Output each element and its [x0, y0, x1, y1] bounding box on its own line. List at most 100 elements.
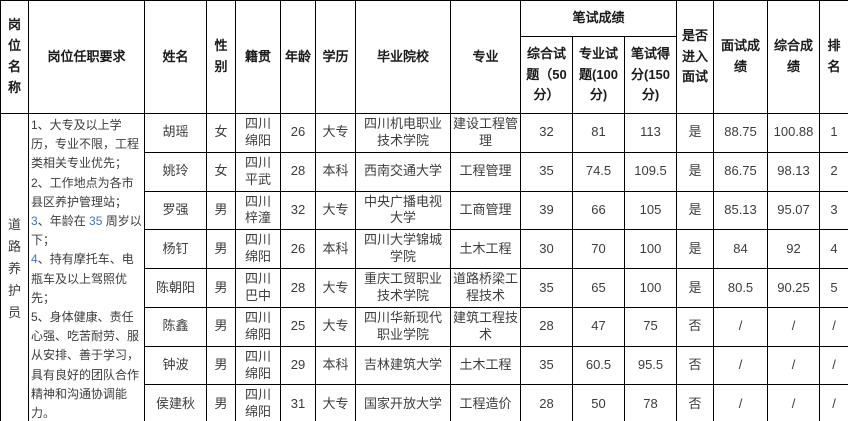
comprehensive-score-cell: 35	[520, 268, 573, 308]
hometown-cell: 四川 绵阳	[235, 306, 281, 347]
header-school: 毕业院校	[355, 0, 451, 114]
requirement-item: 3、年龄在 35 周岁以下；	[31, 214, 142, 248]
table-row: 道路养护员 1、大专及以上学历，专业不限，工程类相关专业优先； 2、工作地点为各市县…	[0, 112, 848, 421]
header-requirements: 岗位任职要求	[28, 0, 145, 114]
table-row: 钟波男四川 绵阳 29 本科 吉林建筑大学 土木工程 35 60.5 95.5 否 / / /	[1, 345, 848, 386]
hometown-line: 四川	[244, 309, 271, 325]
hometown-line: 四川	[244, 154, 271, 170]
hometown-line: 平武	[244, 171, 271, 187]
enter-interview-cell: 是	[676, 229, 715, 270]
age-cell: 26	[280, 229, 316, 270]
hometown-line: 绵阳	[244, 365, 271, 381]
written-score-cell: 113	[623, 113, 678, 153]
requirement-item: 2、工作地点为各市县区养护管理站；	[31, 175, 134, 209]
hometown-line: 绵阳	[244, 132, 271, 148]
rank-cell: 1	[819, 113, 848, 153]
gender-cell: 男	[206, 268, 236, 308]
name-cell: 陈朝阳	[144, 268, 207, 308]
rank-cell: /	[819, 384, 848, 421]
requirement-item: 4、持有摩托车、电瓶车及以上驾照优先；	[31, 252, 134, 305]
hometown-line: 四川	[244, 387, 271, 403]
gender-cell: 男	[206, 229, 236, 270]
school-cell: 西南交通大学	[355, 151, 451, 192]
interview-score-cell: /	[713, 306, 769, 347]
major-cell: 工程管理	[450, 151, 521, 192]
comprehensive-score-cell: 35	[520, 151, 573, 192]
major-cell: 土木工程	[450, 229, 521, 270]
header-enter-interview: 是否进入面试	[676, 0, 715, 114]
table-row: 罗强男四川 梓潼 32 大专 中央广播电视大学 工商管理 39 66 105 是 85.13 95.0…	[1, 190, 848, 231]
hometown-line: 巴中	[244, 288, 271, 304]
hometown-line: 四川	[244, 193, 271, 209]
table-row: 陈朝阳男四川 巴中 28 大专 重庆工贸职业技术学院 道路桥梁工程技术 35 65 100 是 80…	[1, 268, 848, 308]
header-written-group: 笔试成绩	[519, 0, 678, 37]
overall-score-cell: 98.13	[767, 151, 821, 192]
comprehensive-score-cell: 32	[520, 113, 573, 153]
header-education: 学历	[315, 0, 356, 114]
professional-score-cell: 65	[572, 268, 625, 308]
major-cell: 道路桥梁工程技术	[450, 268, 521, 308]
table-row: 姚玲女四川 平武 28 本科 西南交通大学 工程管理 35 74.5 109.5 是 86.75 98…	[1, 151, 848, 192]
enter-interview-cell: 否	[676, 345, 715, 386]
hometown-cell: 四川 平武	[235, 151, 281, 192]
major-cell: 建筑工程技术	[450, 306, 521, 347]
header-row-group: 岗位名称 岗位任职要求 姓名 性别 籍贯 年龄 学历 毕业院校 专业 笔试成绩 …	[0, 0, 848, 114]
interview-score-cell: /	[713, 384, 769, 421]
name-cell: 胡瑶	[144, 113, 207, 153]
hometown-line: 绵阳	[244, 404, 271, 420]
school-cell: 四川华新现代职业学院	[355, 306, 451, 347]
hometown-line: 四川	[244, 348, 271, 364]
school-cell: 四川机电职业技术学院	[355, 113, 451, 153]
professional-score-cell: 47	[572, 306, 625, 347]
school-cell: 国家开放大学	[355, 384, 451, 421]
overall-score-cell: 92	[767, 229, 821, 270]
rank-cell: /	[819, 345, 848, 386]
major-cell: 建设工程管理	[450, 113, 521, 153]
enter-interview-cell: 否	[676, 384, 715, 421]
header-gender: 性别	[206, 0, 236, 114]
gender-cell: 女	[206, 113, 236, 153]
overall-score-cell: 95.07	[767, 190, 821, 231]
enter-interview-cell: 是	[676, 113, 715, 153]
requirements-cell: 1、大专及以上学历，专业不限，工程类相关专业优先； 2、工作地点为各市县区养护管理…	[28, 112, 145, 421]
header-written-total: 笔试得分(150分)	[623, 36, 678, 114]
written-score-cell: 105	[623, 190, 678, 231]
gender-cell: 女	[206, 151, 236, 192]
hometown-cell: 四川 巴中	[235, 268, 281, 308]
gender-cell: 男	[206, 384, 236, 421]
hometown-line: 绵阳	[244, 249, 271, 265]
interview-score-cell: 86.75	[713, 151, 769, 192]
school-cell: 重庆工贸职业技术学院	[355, 268, 451, 308]
interview-score-cell: 84	[713, 229, 769, 270]
header-age: 年龄	[280, 0, 316, 114]
header-rank: 排名	[819, 0, 848, 114]
name-cell: 钟波	[144, 345, 207, 386]
enter-interview-cell: 是	[676, 151, 715, 192]
hometown-line: 四川	[244, 271, 271, 287]
school-cell: 吉林建筑大学	[355, 345, 451, 386]
major-cell: 土木工程	[450, 345, 521, 386]
comprehensive-score-cell: 35	[520, 345, 573, 386]
written-score-cell: 95.5	[623, 345, 678, 386]
age-cell: 29	[280, 345, 316, 386]
age-cell: 32	[280, 190, 316, 231]
professional-score-cell: 60.5	[572, 345, 625, 386]
rank-cell: 4	[819, 229, 848, 270]
hometown-line: 梓潼	[244, 210, 271, 226]
table-body: 道路养护员 1、大专及以上学历，专业不限，工程类相关专业优先； 2、工作地点为各市县…	[0, 112, 848, 421]
interview-score-cell: 80.5	[713, 268, 769, 308]
hometown-line: 四川	[244, 232, 271, 248]
overall-score-cell: /	[767, 345, 821, 386]
overall-score-cell: /	[767, 384, 821, 421]
header-row-sub: 综合试题（50分） 专业试题(100分) 笔试得分(150分)	[1, 36, 848, 114]
written-score-cell: 75	[623, 306, 678, 347]
name-cell: 陈鑫	[144, 306, 207, 347]
interview-score-cell: 88.75	[713, 113, 769, 153]
school-cell: 中央广播电视大学	[355, 190, 451, 231]
professional-score-cell: 50	[572, 384, 625, 421]
name-cell: 杨钉	[144, 229, 207, 270]
written-score-cell: 78	[623, 384, 678, 421]
hometown-cell: 四川 绵阳	[235, 113, 281, 153]
header-comprehensive-q: 综合试题（50分）	[520, 36, 573, 114]
